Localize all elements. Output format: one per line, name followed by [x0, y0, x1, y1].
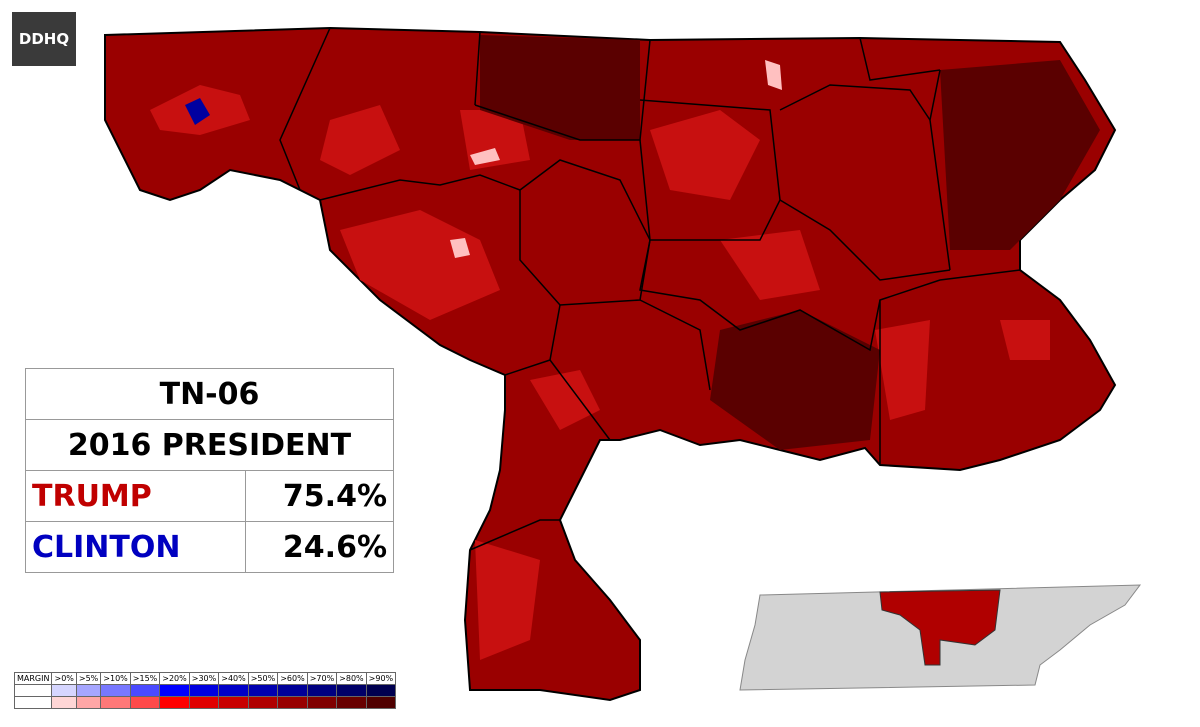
legend-swatch: [247, 684, 279, 697]
margin-legend: MARGIN >0% >5% >10% >15% >20% >30% >40% >50% >60%…: [13, 672, 397, 709]
legend-swatches: [13, 696, 397, 709]
district-shape: [104, 26, 1117, 702]
legend-swatch: [365, 696, 397, 709]
legend-swatch: [159, 696, 190, 709]
legend-swatch: [100, 696, 131, 709]
legend-swatch: [51, 696, 77, 709]
legend-swatch: [218, 684, 249, 697]
logo: DDHQ: [12, 12, 76, 66]
legend-step: >50%: [247, 672, 279, 685]
legend-swatch: [247, 696, 279, 709]
legend-swatch: [365, 684, 397, 697]
legend-swatch: [75, 684, 102, 697]
legend-title: MARGIN: [13, 672, 53, 685]
results-box: TN-06 2016 PRESIDENT TRUMP 75.4% CLINTON 24…: [25, 368, 394, 573]
candidate-share: 24.6%: [282, 529, 387, 565]
legend-swatch: [159, 684, 190, 697]
darker-areas: [480, 35, 1100, 450]
legend-step: >20%: [159, 672, 190, 685]
legend-blank: [13, 684, 53, 697]
legend-step: >15%: [129, 672, 161, 685]
legend-swatch: [306, 684, 338, 697]
district-label: TN-06: [26, 369, 393, 420]
candidate-name: TRUMP: [26, 471, 246, 521]
result-row: TRUMP 75.4%: [26, 471, 393, 522]
legend-swatch: [306, 696, 338, 709]
legend-swatch: [277, 696, 308, 709]
lighter-areas: [150, 85, 1050, 660]
county-lines: [279, 27, 1021, 551]
legend-blank: [13, 696, 53, 709]
legend-step: >0%: [51, 672, 77, 685]
candidate-name: CLINTON: [26, 522, 246, 572]
legend-swatch: [218, 696, 249, 709]
result-row: CLINTON 24.6%: [26, 522, 393, 572]
legend-swatch: [336, 696, 367, 709]
legend-swatch: [277, 684, 308, 697]
legend-swatch: [188, 684, 220, 697]
legend-swatch: [51, 684, 77, 697]
candidate-share: 75.4%: [282, 478, 387, 514]
state-inset: [739, 584, 1142, 691]
legend-step: >40%: [218, 672, 249, 685]
legend-step: >70%: [306, 672, 338, 685]
legend-step: >10%: [100, 672, 131, 685]
legend-swatch: [129, 696, 161, 709]
legend-step: >60%: [277, 672, 308, 685]
legend-swatch: [336, 684, 367, 697]
close-precincts: [450, 60, 782, 258]
legend-swatch: [100, 684, 131, 697]
race-label: 2016 PRESIDENT: [26, 420, 393, 471]
legend-swatch: [188, 696, 220, 709]
legend-step: >30%: [188, 672, 220, 685]
legend-swatch: [129, 684, 161, 697]
clinton-precinct: [185, 98, 210, 125]
legend-step: >90%: [365, 672, 397, 685]
legend-header: MARGIN >0% >5% >10% >15% >20% >30% >40% >50% >60%…: [13, 672, 397, 685]
legend-swatches: [13, 684, 397, 697]
legend-step: >80%: [336, 672, 367, 685]
legend-swatch: [75, 696, 102, 709]
legend-step: >5%: [75, 672, 102, 685]
